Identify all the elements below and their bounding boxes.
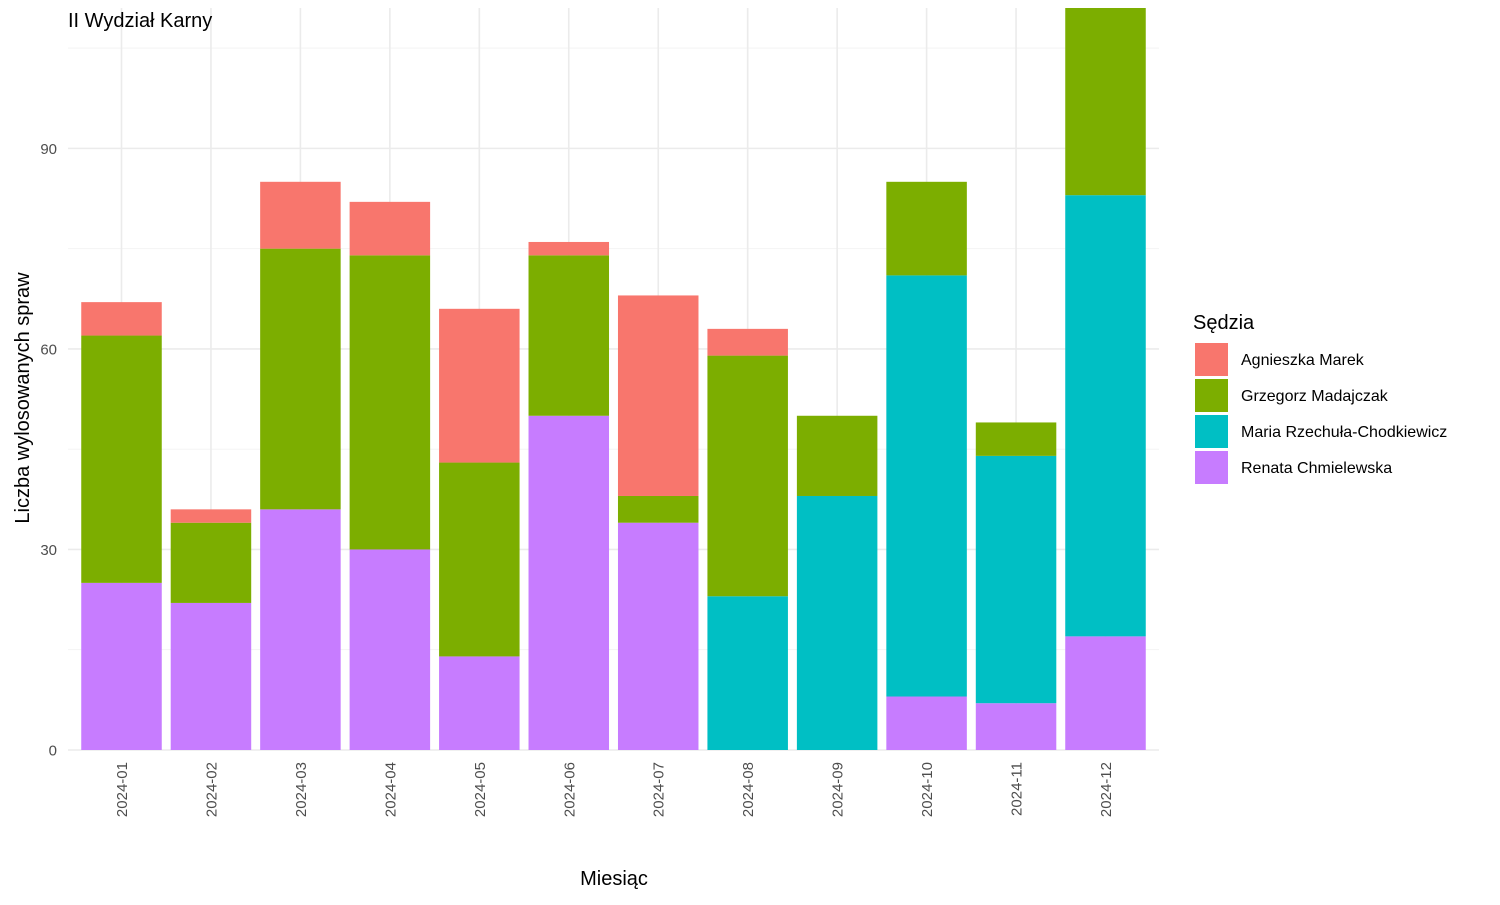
x-tick-label: 2024-03: [293, 762, 310, 817]
bars: 2024-01 — Renata Chmielewska: 252024-01 …: [81, 8, 1146, 750]
bar-segment: 2024-01 — Grzegorz Madajczak: 37: [81, 335, 162, 583]
bar-segment: 2024-04 — Grzegorz Madajczak: 44: [349, 255, 431, 550]
x-tick-label: 2024-11: [1009, 762, 1026, 816]
bar-segment: 2024-05 — Renata Chmielewska: 14: [439, 656, 520, 750]
x-tick-label: 2024-07: [651, 762, 668, 817]
bar-segment: 2024-06 — Renata Chmielewska: 50: [528, 415, 610, 750]
bar-segment: 2024-05 — Grzegorz Madajczak: 29: [439, 462, 520, 657]
bar-segment: 2024-08 — Agnieszka Marek: 4: [707, 328, 788, 356]
x-tick-label: 2024-05: [472, 762, 489, 817]
bar-segment: 2024-02 — Renata Chmielewska: 22: [170, 602, 252, 750]
bar-segment: 2024-06 — Grzegorz Madajczak: 24: [528, 255, 610, 416]
bar-segment: 2024-03 — Renata Chmielewska: 36: [260, 509, 341, 750]
y-axis-ticks: 0 30 60 90: [40, 141, 57, 760]
bar-segment: 2024-06 — Agnieszka Marek: 2: [528, 241, 610, 256]
bar-segment: 2024-02 — Grzegorz Madajczak: 12: [170, 522, 252, 603]
x-tick-label: 2024-10: [919, 762, 936, 817]
bar-segment: 2024-07 — Renata Chmielewska: 34: [617, 522, 699, 750]
bar-segment: 2024-05 — Agnieszka Marek: 23: [439, 308, 520, 463]
bar-segment: 2024-04 — Renata Chmielewska: 30: [349, 549, 431, 750]
x-tick-label: 2024-12: [1098, 762, 1115, 817]
legend-items: Agnieszka Marek Grzegorz Madajczak Maria R…: [1195, 343, 1447, 484]
legend-swatch: [1195, 415, 1228, 448]
bar-segment: 2024-04 — Agnieszka Marek: 8: [349, 201, 431, 256]
legend-swatch: [1195, 451, 1228, 484]
bar-segment: 2024-12 — Renata Chmielewska: 17: [1065, 636, 1146, 750]
legend-swatch: [1195, 343, 1228, 376]
x-tick-label: 2024-08: [740, 762, 757, 817]
bar-segment: 2024-09 — Maria Rzechuła-Chodkiewicz: 38: [796, 495, 878, 750]
bar-segment: 2024-07 — Agnieszka Marek: 30: [617, 295, 699, 496]
bar-segment: 2024-12 — Maria Rzechuła-Chodkiewicz: 66: [1065, 195, 1146, 637]
y-axis-title: Liczba wylosowanych spraw: [12, 272, 34, 524]
y-tick-label: 30: [40, 542, 57, 559]
bar-segment: 2024-11 — Grzegorz Madajczak: 5: [975, 422, 1057, 456]
x-axis-title: Miesiąc: [580, 868, 648, 890]
legend-title: Sędzia: [1193, 312, 1255, 334]
bar-segment: 2024-12 — Grzegorz Madajczak: 28: [1065, 8, 1146, 196]
bar-segment: 2024-11 — Maria Rzechuła-Chodkiewicz: 37: [975, 455, 1057, 704]
bar-segment: 2024-03 — Grzegorz Madajczak: 39: [260, 248, 341, 510]
x-tick-label: 2024-09: [830, 762, 847, 817]
x-tick-label: 2024-01: [114, 762, 131, 817]
legend-label: Grzegorz Madajczak: [1241, 388, 1389, 405]
legend: Sędzia Agnieszka Marek Grzegorz Madajczak…: [1193, 312, 1447, 484]
bar-segment: 2024-10 — Renata Chmielewska: 8: [886, 696, 967, 750]
bar-segment: 2024-01 — Agnieszka Marek: 5: [81, 302, 162, 336]
bar-segment: 2024-01 — Renata Chmielewska: 25: [81, 582, 162, 750]
x-tick-label: 2024-02: [203, 762, 220, 817]
legend-swatch: [1195, 379, 1228, 412]
bar-segment: 2024-11 — Renata Chmielewska: 7: [975, 703, 1057, 750]
bar-segment: 2024-09 — Grzegorz Madajczak: 12: [796, 415, 878, 496]
x-axis-ticks: 2024-01 2024-02 2024-03 2024-04 2024-05 2024-…: [114, 762, 1115, 817]
chart-title: II Wydział Karny: [68, 10, 212, 32]
bar-segment: 2024-08 — Maria Rzechuła-Chodkiewicz: 23: [707, 596, 788, 750]
bar-segment: 2024-02 — Agnieszka Marek: 2: [170, 509, 252, 523]
bar-segment: 2024-10 — Grzegorz Madajczak: 14: [886, 181, 967, 276]
y-tick-label: 60: [40, 341, 57, 358]
x-tick-label: 2024-04: [382, 762, 399, 817]
bar-segment: 2024-08 — Grzegorz Madajczak: 36: [707, 355, 788, 597]
bar-segment: 2024-10 — Maria Rzechuła-Chodkiewicz: 63: [886, 275, 967, 697]
y-tick-label: 0: [49, 743, 57, 760]
x-tick-label: 2024-06: [561, 762, 578, 817]
bar-segment: 2024-07 — Grzegorz Madajczak: 4: [617, 495, 699, 523]
legend-label: Agnieszka Marek: [1241, 352, 1365, 369]
legend-label: Renata Chmielewska: [1241, 460, 1392, 477]
bar-segment: 2024-03 — Agnieszka Marek: 10: [260, 181, 341, 249]
y-tick-label: 90: [40, 141, 57, 158]
legend-label: Maria Rzechuła-Chodkiewicz: [1241, 424, 1447, 441]
